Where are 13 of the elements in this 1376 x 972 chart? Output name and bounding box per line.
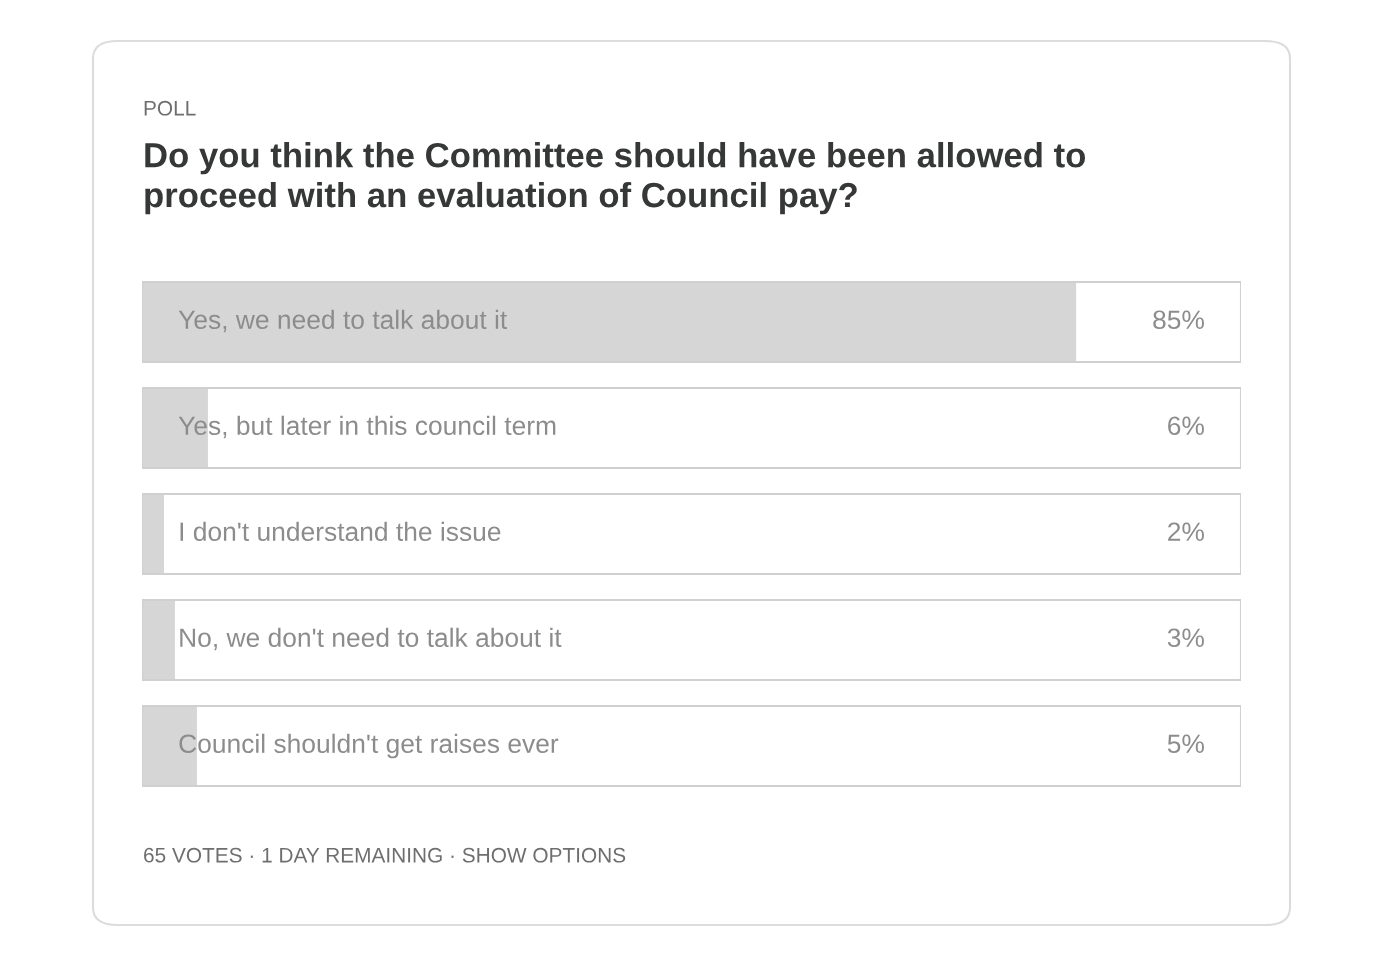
- text: 65 VOTES · 1 DAY REMAINING · SHOW OPTIONS: [144, 847, 626, 863]
- chart-title: Do you think the Committee should have been allowed to proceed with an evaluation of Council pay?: [145, 142, 1086, 215]
- y-tick-label: Council shouldn't get raises ever: [179, 733, 559, 759]
- data-label: 5%: [1167, 734, 1204, 754]
- data-label: 6%: [1168, 416, 1204, 436]
- data-label: 3%: [1167, 628, 1204, 648]
- chart-subtitle: POLL: [144, 100, 196, 116]
- y-tick-label: Yes, we need to talk about it: [178, 309, 508, 333]
- data-label: 85%: [1153, 310, 1204, 330]
- y-tick-label: No, we don't need to talk about it: [180, 627, 562, 651]
- y-tick-label: I don't understand the issue: [180, 521, 501, 542]
- data-label: 2%: [1168, 522, 1204, 541]
- y-tick-label: Yes, but later in this council term: [178, 415, 556, 439]
